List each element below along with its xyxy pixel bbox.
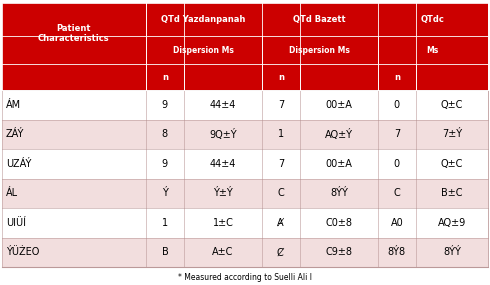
Text: QTd Bazett: QTd Bazett [293,15,346,24]
Text: ÁM: ÁM [6,100,21,110]
Text: UZÁÝ: UZÁÝ [6,159,31,169]
Text: A±C: A±C [212,247,234,257]
Text: Patient
Characteristics: Patient Characteristics [38,24,110,43]
Text: 1: 1 [278,129,284,139]
Text: 9Q±Ý: 9Q±Ý [209,129,237,140]
Text: 8ÝÝ: 8ÝÝ [443,247,461,257]
Bar [2,208,488,237]
Text: C̸: C̸ [277,247,284,257]
Text: Ms: Ms [427,46,439,54]
Text: Ý±Ý: Ý±Ý [213,188,233,198]
Text: 9: 9 [162,100,168,110]
Text: 8ÝÝ: 8ÝÝ [330,188,348,198]
Text: 7±Ý: 7±Ý [442,129,462,139]
Bar [2,90,488,120]
Text: AQ±Ý: AQ±Ý [325,129,353,140]
Text: 7: 7 [278,100,284,110]
Text: 00±A: 00±A [325,159,352,169]
Text: ÝÜŻEO: ÝÜŻEO [6,247,39,257]
Text: Dispersion Ms: Dispersion Ms [289,46,350,54]
Bar [2,237,488,267]
Text: 1: 1 [162,218,168,228]
Text: 7: 7 [394,129,400,139]
Text: 44±4: 44±4 [210,100,236,110]
Text: n: n [394,73,400,82]
Text: C: C [277,188,284,198]
Text: 9: 9 [162,159,168,169]
Text: Q±C: Q±C [441,159,463,169]
Text: 7: 7 [278,159,284,169]
Text: ÁL: ÁL [6,188,18,198]
Bar [2,120,488,149]
Text: A̸: A̸ [278,218,284,228]
Text: Q±C: Q±C [441,100,463,110]
Text: Dispersion Ms: Dispersion Ms [173,46,234,54]
Text: C: C [393,188,400,198]
Text: ZÁÝ: ZÁÝ [6,129,25,139]
Text: QTdc: QTdc [421,15,445,24]
Text: 44±4: 44±4 [210,159,236,169]
Text: 8Ý8: 8Ý8 [388,247,406,257]
Text: 0: 0 [394,100,400,110]
Bar [2,3,488,90]
Text: 1±C: 1±C [213,218,233,228]
Text: 0: 0 [394,159,400,169]
Text: UIÜÍ: UIÜÍ [6,218,26,228]
Text: A0: A0 [391,218,403,228]
Text: n: n [278,73,284,82]
Bar [2,179,488,208]
Text: n: n [162,73,168,82]
Text: 00±A: 00±A [325,100,352,110]
Text: B±C: B±C [441,188,463,198]
Text: 8: 8 [162,129,168,139]
Bar [2,149,488,179]
Text: * Measured according to Suelli Ali I: * Measured according to Suelli Ali I [178,272,312,282]
Text: B: B [162,247,168,257]
Text: C0±8: C0±8 [325,218,352,228]
Text: C9±8: C9±8 [325,247,352,257]
Text: Ý: Ý [162,188,168,198]
Text: QTd Yazdanpanah: QTd Yazdanpanah [161,15,246,24]
Text: AQ±9: AQ±9 [438,218,466,228]
